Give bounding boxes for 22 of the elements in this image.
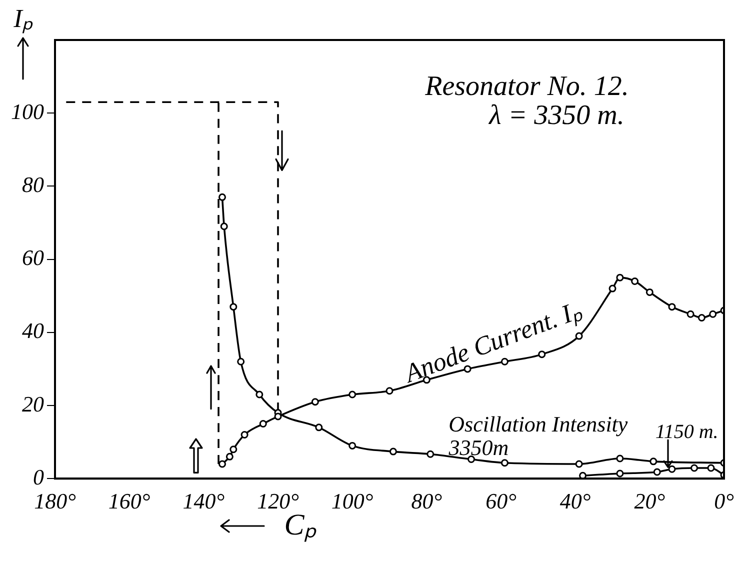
y-tick-label: 0 <box>33 464 44 490</box>
x-tick-label: 100° <box>331 488 374 514</box>
text: Anode Current. Iₚ <box>398 295 586 390</box>
x-tick-label: 20° <box>634 488 666 514</box>
x-tick-label: 160° <box>108 488 150 514</box>
x-tick-label: 60° <box>486 488 517 514</box>
y-tick-label: 60 <box>22 245 44 270</box>
y-tick-label: 80 <box>22 172 44 197</box>
x-tick-label: 40° <box>560 488 591 514</box>
series-label: 1150 m. <box>655 421 718 444</box>
annotation: Oscillation Intensity <box>448 411 628 436</box>
y-tick-label: 40 <box>22 318 44 344</box>
x-tick-label: 80° <box>411 488 442 514</box>
text: Resonator No. 12. <box>424 70 629 102</box>
y-tick-label: 20 <box>22 391 44 416</box>
x-tick-label: 180° <box>34 488 76 514</box>
y-tick-label: 100 <box>11 98 44 124</box>
x-tick-label: 0° <box>714 488 734 514</box>
x-tick-label: 140° <box>182 488 225 514</box>
text: λ = 3350 m. <box>488 100 624 132</box>
y-axis-title: Iₚ <box>12 4 34 34</box>
series-label: 3350m <box>448 435 509 460</box>
